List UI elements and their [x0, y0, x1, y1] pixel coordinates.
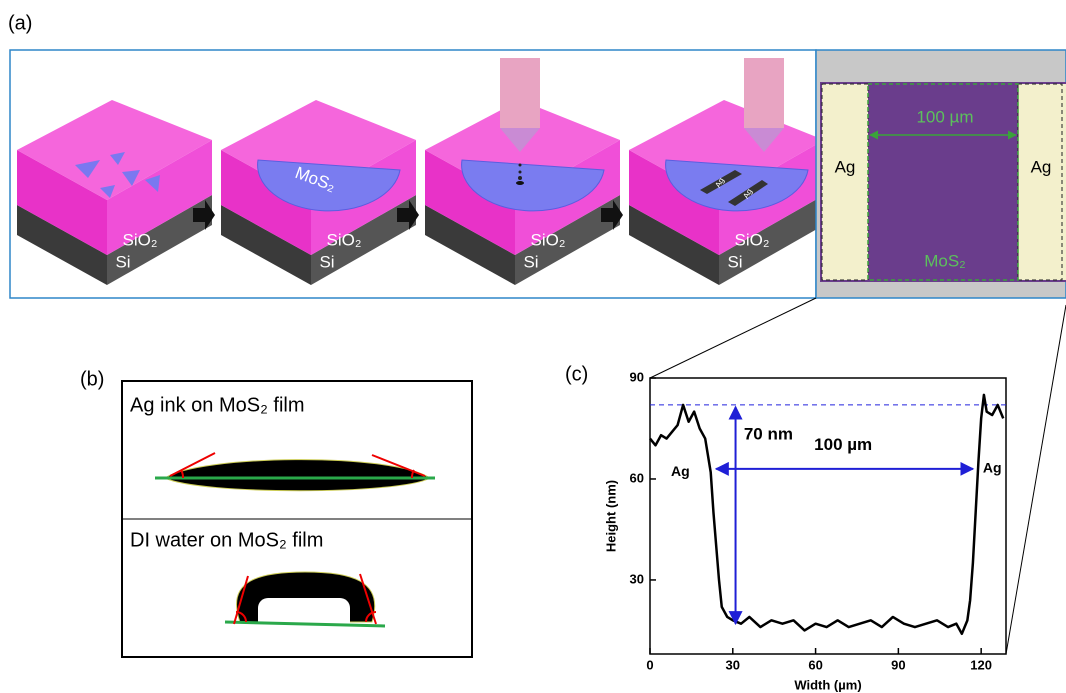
annotation: 100 µm: [814, 435, 872, 454]
layer-label: Si: [523, 252, 538, 271]
zoom-lines: [650, 298, 1066, 654]
film-label: MoS₂: [924, 251, 966, 270]
x-tick-label: 90: [891, 657, 905, 672]
panel-label: (c): [565, 363, 588, 385]
caption: DI water on MoS₂ film: [130, 529, 323, 551]
layer-label: Si: [319, 252, 334, 271]
layer-label: Si: [115, 252, 130, 271]
x-axis-title: Width (µm): [794, 677, 861, 692]
y-tick-label: 60: [630, 470, 644, 485]
electrode-label: Ag: [835, 157, 856, 176]
panel-label: (a): [8, 12, 32, 34]
layer-label: SiO₂: [327, 230, 362, 249]
x-tick-label: 60: [808, 657, 822, 672]
annotation: 70 nm: [744, 425, 793, 444]
x-tick-label: 120: [970, 657, 992, 672]
x-tick-label: 30: [726, 657, 740, 672]
annotation: Ag: [983, 460, 1002, 476]
plot-frame: [650, 378, 1006, 654]
panel-label: (b): [80, 368, 104, 390]
y-axis-title: Height (nm): [603, 480, 618, 552]
contact-angle-images: [122, 381, 472, 657]
figure: (a) SiO₂ Si SiO₂ Si SiO₂ Si SiO₂ Si MoS₂…: [0, 0, 1066, 693]
y-tick-label: 30: [630, 571, 644, 586]
layer-label: SiO₂: [123, 230, 158, 249]
layer-label: Si: [727, 252, 742, 271]
schematic-tiles: [17, 58, 824, 285]
data-line: [650, 395, 1003, 634]
y-tick-label: 90: [630, 369, 644, 384]
layer-label: SiO₂: [531, 230, 566, 249]
electrode-label: Ag: [1031, 157, 1052, 176]
x-tick-label: 0: [646, 657, 653, 672]
layer-label: SiO₂: [735, 230, 770, 249]
annotation: Ag: [671, 463, 690, 479]
caption: Ag ink on MoS₂ film: [130, 394, 305, 416]
chart: (c) 0 30 60 90 120 30 60 90 Width (µm) Height (nm)…: [565, 363, 1006, 692]
scale-label: 100 µm: [916, 107, 973, 126]
